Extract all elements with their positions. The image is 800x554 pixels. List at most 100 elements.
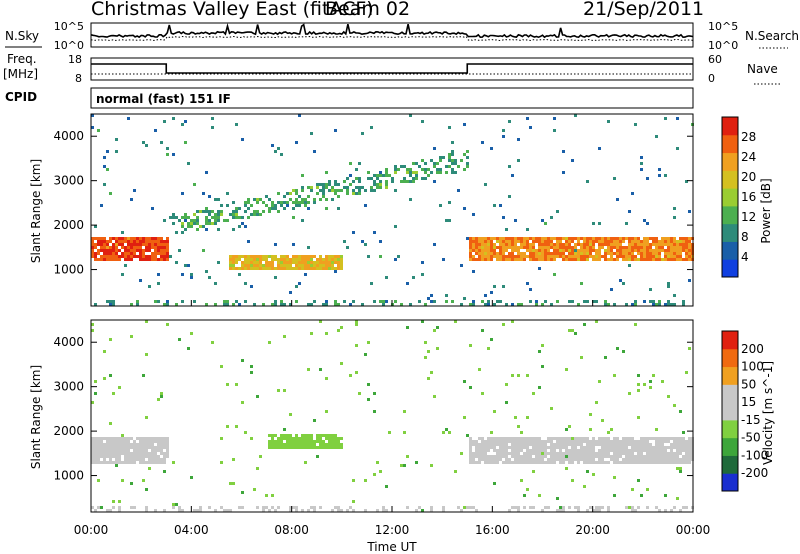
heatmap-cell (568, 300, 571, 303)
heatmap-cell (529, 455, 532, 458)
heatmap-cell (523, 237, 526, 240)
heatmap-cell (313, 264, 316, 267)
heatmap-cell (574, 446, 577, 449)
heatmap-cell (562, 458, 565, 461)
heatmap-cell (325, 186, 328, 189)
heatmap-cell (277, 446, 280, 449)
heatmap-cell (538, 240, 541, 243)
heatmap-cell (439, 171, 442, 174)
heatmap-cell (508, 237, 511, 240)
heatmap-cell (658, 446, 661, 449)
heatmap-cell (463, 297, 466, 300)
heatmap-cell (295, 264, 298, 267)
heatmap-cell (91, 240, 94, 243)
heatmap-cell (628, 255, 631, 258)
heatmap-cell (385, 509, 388, 512)
heatmap-cell (316, 183, 319, 186)
heatmap-cell (97, 455, 100, 458)
heatmap-cell (628, 455, 631, 458)
heatmap-cell (556, 452, 559, 455)
heatmap-cell (121, 449, 124, 452)
heatmap-cell (235, 255, 238, 258)
heatmap-cell (127, 458, 130, 461)
heatmap-cell (148, 440, 151, 443)
heatmap-cell (154, 437, 157, 440)
heatmap-cell (247, 267, 250, 270)
heatmap-cell (595, 440, 598, 443)
heatmap-cell (475, 446, 478, 449)
heatmap-cell (499, 449, 502, 452)
heatmap-cell (133, 440, 136, 443)
freq-panel: Freq. [MHz] 18 8 60 0 Nave (3, 52, 780, 85)
heatmap-cell (607, 252, 610, 255)
heatmap-cell (319, 267, 322, 270)
heatmap-cell (541, 258, 544, 261)
heatmap-cell (682, 303, 685, 306)
heatmap-cell (604, 237, 607, 240)
heatmap-cell (580, 440, 583, 443)
heatmap-cell (91, 255, 94, 258)
heatmap-cell (166, 240, 169, 243)
heatmap-cell (262, 210, 265, 213)
heatmap-cell (568, 506, 571, 509)
heatmap-cell (256, 467, 259, 470)
heatmap-cell (97, 129, 100, 132)
heatmap-cell (127, 240, 130, 243)
heatmap-cell (523, 440, 526, 443)
heatmap-cell (526, 246, 529, 249)
heatmap-cell (514, 440, 517, 443)
heatmap-cell (274, 434, 277, 437)
heatmap-cell (643, 443, 646, 446)
heatmap-cell (661, 249, 664, 252)
heatmap-cell (490, 455, 493, 458)
heatmap-cell (94, 225, 97, 228)
heatmap-cell (196, 228, 199, 231)
heatmap-cell (445, 171, 448, 174)
heatmap-cell (601, 446, 604, 449)
heatmap-cell (379, 183, 382, 186)
heatmap-cell (265, 267, 268, 270)
heatmap-cell (472, 258, 475, 261)
heatmap-cell (148, 452, 151, 455)
heatmap-cell (340, 258, 343, 261)
heatmap-cell (598, 147, 601, 150)
heatmap-cell (493, 446, 496, 449)
heatmap-cell (274, 509, 277, 512)
heatmap-cell (655, 255, 658, 258)
heatmap-cell (340, 261, 343, 264)
heatmap-cell (151, 258, 154, 261)
nsky-tick-low: 10^0 (54, 39, 84, 52)
heatmap-cell (139, 255, 142, 258)
heatmap-cell (424, 168, 427, 171)
heatmap-cell (94, 237, 97, 240)
heatmap-cell (340, 189, 343, 192)
heatmap-cell (685, 243, 688, 246)
heatmap-cell (289, 198, 292, 201)
heatmap-cell (352, 189, 355, 192)
heatmap-cell (331, 261, 334, 264)
heatmap-cell (397, 168, 400, 171)
heatmap-cell (688, 443, 691, 446)
heatmap-cell (103, 255, 106, 258)
heatmap-cell (520, 437, 523, 440)
heatmap-cell (529, 243, 532, 246)
heatmap-cell (145, 237, 148, 240)
heatmap-cell (100, 437, 103, 440)
heatmap-cell (493, 255, 496, 258)
heatmap-cell (154, 129, 157, 132)
heatmap-cell (541, 255, 544, 258)
heatmap-cell (373, 180, 376, 183)
heatmap-cell (205, 270, 208, 273)
heatmap-cell (472, 243, 475, 246)
heatmap-cell (457, 165, 460, 168)
heatmap-cell (325, 171, 328, 174)
heatmap-cell (145, 440, 148, 443)
heatmap-cell (682, 258, 685, 261)
heatmap-cell (139, 237, 142, 240)
heatmap-cell (235, 258, 238, 261)
heatmap-cell (679, 452, 682, 455)
heatmap-cell (667, 455, 670, 458)
heatmap-cell (589, 458, 592, 461)
heatmap-cell (649, 237, 652, 240)
heatmap-cell (514, 258, 517, 261)
